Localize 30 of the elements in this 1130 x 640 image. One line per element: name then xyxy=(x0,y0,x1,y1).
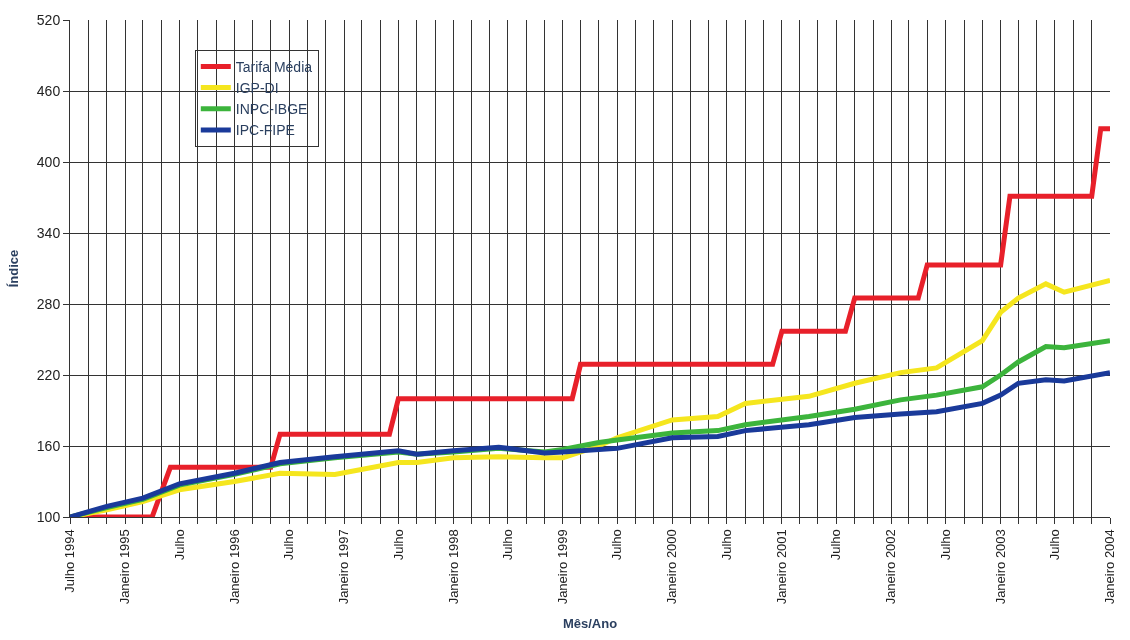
x-tick-label: Janeiro 2002 xyxy=(883,529,899,605)
x-tick-label: Janeiro 2001 xyxy=(774,529,790,605)
y-tick-label: 460 xyxy=(36,82,61,99)
x-tick-label: Janeiro 2004 xyxy=(1102,529,1118,605)
y-tick-label: 340 xyxy=(36,224,61,241)
y-axis-title: Índice xyxy=(5,249,21,288)
x-tick-label: Janeiro 1996 xyxy=(226,529,242,605)
x-tick-label: Julho xyxy=(828,529,844,561)
x-axis-title: Mês/Ano xyxy=(562,615,618,631)
y-tick-label: 100 xyxy=(36,508,61,525)
x-tick-label: Julho xyxy=(171,529,187,561)
y-tick-label: 520 xyxy=(36,11,61,28)
x-tick-label: Janeiro 2003 xyxy=(992,529,1008,605)
x-tick-label: Janeiro 1998 xyxy=(445,529,461,605)
y-tick-label: 400 xyxy=(36,153,61,170)
x-tick-label: Julho xyxy=(719,529,735,561)
x-tick-label: Janeiro 2000 xyxy=(664,529,680,605)
y-tick-label: 160 xyxy=(36,437,61,454)
x-tick-label: Julho 1994 xyxy=(62,529,78,593)
x-tick-label: Julho xyxy=(937,529,953,561)
x-tick-label: Julho xyxy=(1047,529,1063,561)
x-tick-label: Janeiro 1999 xyxy=(555,529,571,605)
x-tick-label: Janeiro 1995 xyxy=(117,529,133,605)
y-tick-label: 220 xyxy=(36,366,61,383)
x-tick-label: Julho xyxy=(390,529,406,561)
x-tick-label: Julho xyxy=(499,529,515,561)
x-tick-label: Julho xyxy=(609,529,625,561)
y-tick-label: 280 xyxy=(36,295,61,312)
x-tick-label: Julho xyxy=(281,529,297,561)
x-tick-label: Janeiro 1997 xyxy=(336,529,352,605)
